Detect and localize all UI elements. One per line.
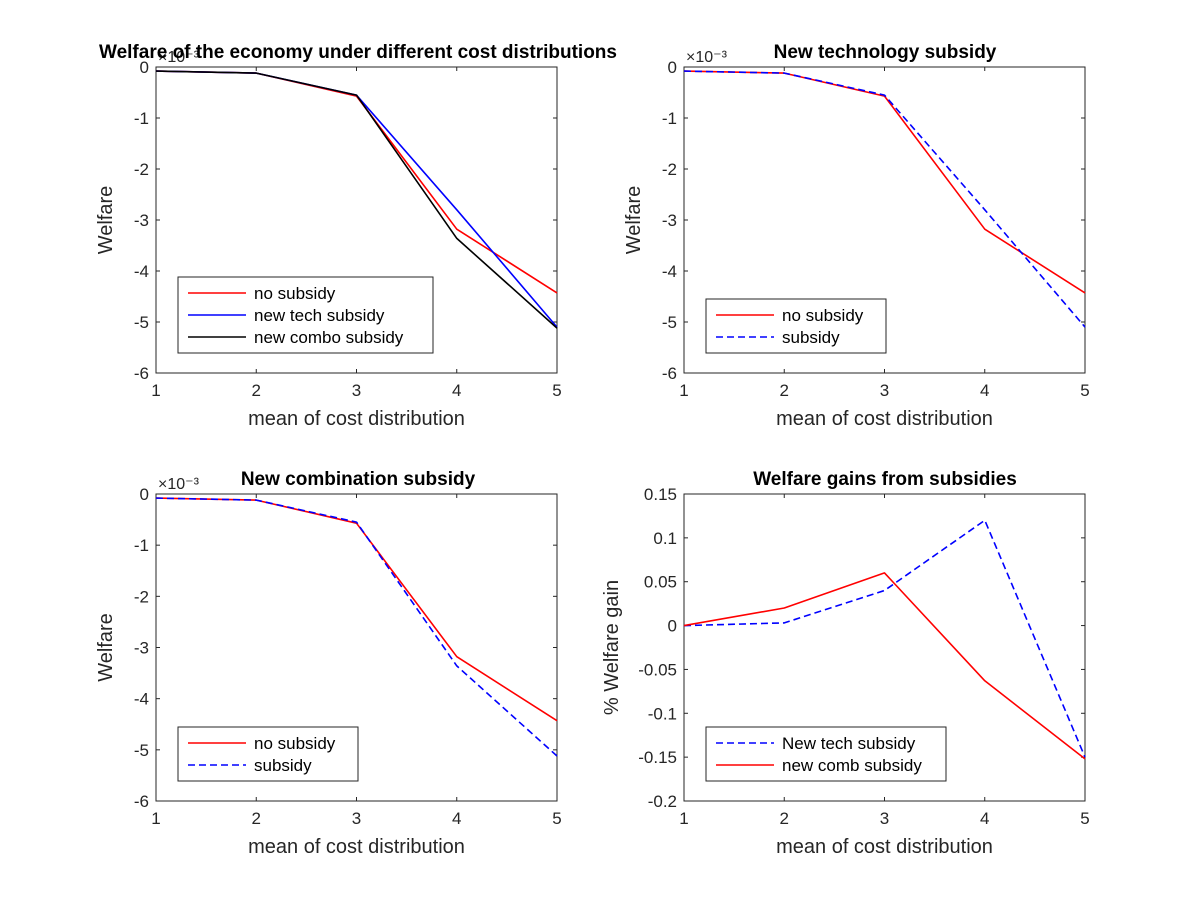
- y-tick-label: -2: [662, 160, 677, 179]
- x-tick-label: 5: [552, 809, 561, 828]
- x-tick-label: 5: [552, 381, 561, 400]
- x-tick-label: 3: [352, 381, 361, 400]
- x-tick-label: 1: [151, 809, 160, 828]
- y-tick-label: -6: [134, 792, 149, 811]
- x-tick-label: 5: [1080, 809, 1089, 828]
- x-tick-label: 2: [780, 809, 789, 828]
- legend: no subsidy subsidy: [177, 726, 359, 782]
- series-line-3: [155, 70, 558, 329]
- chart-panel-2: 1 2 3 4 5 0 -1 -2 -3 -4 -5 -6 ×10⁻³ New technology su…: [623, 42, 1090, 430]
- x-tick-label: 2: [252, 381, 261, 400]
- series-line-2: [155, 497, 558, 757]
- y-tick-label: -2: [134, 587, 149, 606]
- chart-title: Welfare of the economy under different c…: [99, 42, 617, 63]
- legend-label: subsidy: [782, 328, 840, 347]
- chart-title: Welfare gains from subsidies: [753, 469, 1017, 490]
- legend-label: no subsidy: [254, 284, 336, 303]
- series-line-1: [683, 519, 1086, 758]
- y-tick-label: -5: [662, 313, 677, 332]
- x-tick-label: 4: [452, 381, 461, 400]
- y-tick-label: 0: [668, 617, 677, 636]
- y-tick-label: 0: [140, 58, 149, 77]
- y-axis-label: % Welfare gain: [601, 580, 623, 715]
- x-axis-label: mean of cost distribution: [776, 408, 993, 430]
- x-tick-label: 2: [252, 809, 261, 828]
- legend-label: no subsidy: [254, 734, 336, 753]
- legend-box: [705, 298, 887, 354]
- x-tick-label: 3: [352, 809, 361, 828]
- legend-label: new tech subsidy: [254, 306, 385, 325]
- y-tick-label: -0.05: [638, 660, 677, 679]
- exponent-label: ×10⁻³: [686, 49, 728, 66]
- x-tick-label: 4: [980, 381, 989, 400]
- y-tick-label: -6: [134, 364, 149, 383]
- y-tick-label: -6: [662, 364, 677, 383]
- exponent-label: ×10⁻³: [158, 49, 200, 66]
- y-tick-label: -5: [134, 741, 149, 760]
- y-tick-label: -3: [134, 639, 149, 658]
- y-tick-label: 0.15: [644, 485, 677, 504]
- y-tick-label: -3: [134, 211, 149, 230]
- series-line-2: [683, 70, 1086, 328]
- legend-box: [705, 726, 947, 782]
- y-tick-label: 0.05: [644, 573, 677, 592]
- y-tick-label: 0.1: [653, 529, 677, 548]
- y-tick-label: -1: [134, 109, 149, 128]
- x-axis-label: mean of cost distribution: [776, 836, 993, 858]
- legend-label: no subsidy: [782, 306, 864, 325]
- y-tick-label: -0.15: [638, 748, 677, 767]
- x-tick-label: 1: [151, 381, 160, 400]
- y-tick-label: -4: [134, 262, 149, 281]
- y-tick-label: -4: [662, 262, 677, 281]
- y-tick-label: -1: [662, 109, 677, 128]
- x-tick-label: 1: [679, 809, 688, 828]
- y-tick-label: -0.1: [648, 704, 677, 723]
- y-tick-label: 0: [668, 58, 677, 77]
- legend-label: subsidy: [254, 756, 312, 775]
- legend-box: [177, 726, 359, 782]
- legend: no subsidy subsidy: [705, 298, 887, 354]
- x-tick-label: 1: [679, 381, 688, 400]
- y-tick-label: -3: [662, 211, 677, 230]
- y-tick-label: -4: [134, 690, 149, 709]
- y-axis-label: Welfare: [623, 186, 645, 255]
- exponent-label: ×10⁻³: [158, 476, 200, 493]
- y-tick-label: -0.2: [648, 792, 677, 811]
- x-tick-label: 3: [880, 381, 889, 400]
- y-axis-label: Welfare: [95, 186, 117, 255]
- chart-panel-3: 1 2 3 4 5 0 -1 -2 -3 -4 -5 -6 ×10⁻³ New combination s…: [95, 469, 562, 858]
- x-axis-label: mean of cost distribution: [248, 408, 465, 430]
- chart-title: New combination subsidy: [241, 469, 476, 490]
- legend-label: new combo subsidy: [254, 328, 404, 347]
- x-tick-label: 4: [452, 809, 461, 828]
- y-tick-label: 0: [140, 485, 149, 504]
- y-tick-label: -5: [134, 313, 149, 332]
- x-axis-label: mean of cost distribution: [248, 836, 465, 858]
- x-tick-label: 2: [780, 381, 789, 400]
- series-line-2: [683, 572, 1086, 760]
- x-tick-label: 5: [1080, 381, 1089, 400]
- legend: no subsidy new tech subsidy new combo subs…: [177, 276, 434, 354]
- legend: New tech subsidy new comb subsidy: [705, 726, 947, 782]
- legend-label: new comb subsidy: [782, 756, 922, 775]
- chart-title: New technology subsidy: [774, 42, 997, 63]
- y-tick-label: -2: [134, 160, 149, 179]
- x-tick-label: 3: [880, 809, 889, 828]
- y-tick-label: -1: [134, 536, 149, 555]
- x-tick-label: 4: [980, 809, 989, 828]
- legend-label: New tech subsidy: [782, 734, 916, 753]
- chart-panel-4: 1 2 3 4 5 0.15 0.1 0.05 0 -0.05 -0.1 -0.15 -0.2 Welfa…: [601, 469, 1090, 858]
- y-axis-label: Welfare: [95, 613, 117, 682]
